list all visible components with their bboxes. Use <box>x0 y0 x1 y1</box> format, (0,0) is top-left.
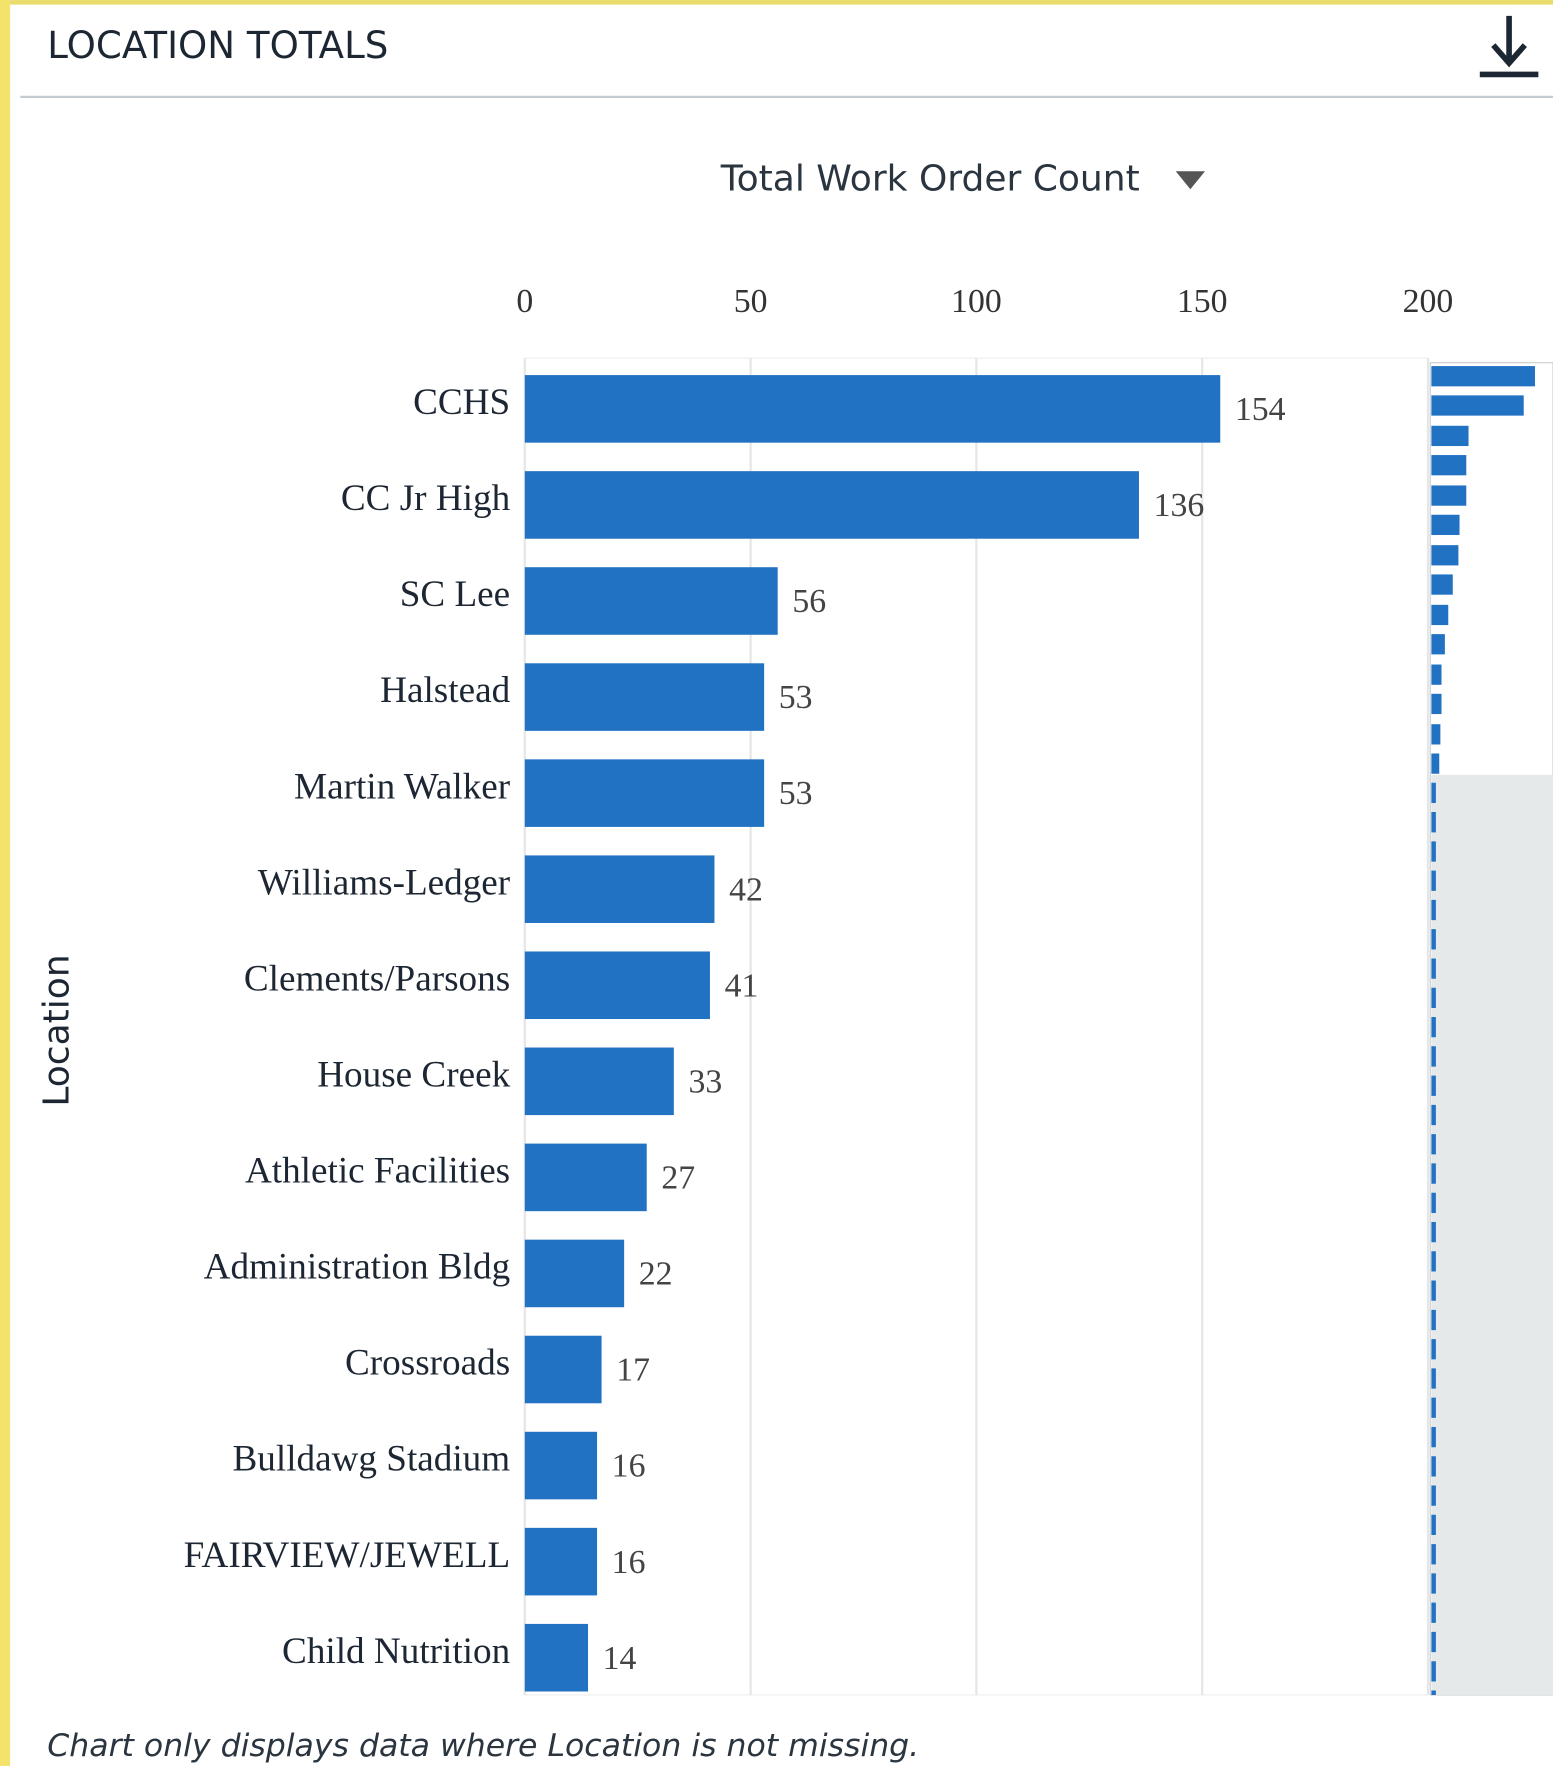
bar <box>524 1143 647 1212</box>
bar <box>524 951 710 1020</box>
x-tick-label: 150 <box>1177 283 1228 320</box>
category-label: FAIRVIEW/JEWELL <box>184 1535 511 1576</box>
x-tick-label: 200 <box>1403 283 1454 320</box>
value-label: 16 <box>612 1544 646 1581</box>
value-label: 27 <box>661 1160 695 1197</box>
category-label: Crossroads <box>345 1343 510 1384</box>
measure-label: Total Work Order Count <box>720 158 1140 199</box>
bar <box>524 375 1221 443</box>
value-label: 42 <box>729 871 763 908</box>
value-label: 22 <box>639 1256 673 1293</box>
category-label: Martin Walker <box>294 766 511 807</box>
x-tick-label: 0 <box>516 283 533 320</box>
category-label: Athletic Facilities <box>245 1151 510 1192</box>
panel-title: LOCATION TOTALS <box>47 24 388 67</box>
top-border <box>0 0 1553 5</box>
bar <box>524 1431 598 1500</box>
bar <box>524 471 1139 539</box>
x-tick-label: 50 <box>734 283 768 320</box>
value-label: 41 <box>725 967 759 1004</box>
y-axis-label: Location <box>37 954 78 1106</box>
category-label: Child Nutrition <box>282 1631 511 1672</box>
x-tick-label: 100 <box>951 283 1002 320</box>
value-label: 154 <box>1235 391 1286 428</box>
bar <box>524 759 765 827</box>
bar <box>524 1623 589 1692</box>
bar <box>524 1335 602 1404</box>
value-label: 17 <box>616 1352 650 1389</box>
value-label: 14 <box>603 1640 637 1677</box>
measure-dropdown[interactable]: Total Work Order Count <box>720 158 1206 199</box>
category-label: Halstead <box>380 670 510 711</box>
bar <box>524 663 765 731</box>
category-label: Bulldawg Stadium <box>233 1439 511 1480</box>
footnote: Chart only displays data where Location … <box>47 1728 919 1764</box>
bar <box>524 567 778 635</box>
value-label: 16 <box>612 1448 646 1485</box>
value-label: 53 <box>779 775 813 812</box>
bar <box>524 1047 674 1116</box>
bar <box>524 855 715 923</box>
value-label: 53 <box>779 679 813 716</box>
bar <box>524 1527 598 1596</box>
value-label: 56 <box>792 583 826 620</box>
category-label: Clements/Parsons <box>244 958 510 999</box>
category-label: CCHS <box>413 382 510 423</box>
download-button[interactable] <box>1479 15 1539 78</box>
dropdown-arrow <box>1175 171 1206 190</box>
overview <box>1429 362 1553 1696</box>
value-label: 33 <box>688 1063 722 1100</box>
bar <box>524 1239 625 1308</box>
category-label: House Creek <box>317 1054 510 1095</box>
category-label: SC Lee <box>400 574 510 615</box>
category-label: Administration Bldg <box>204 1247 511 1288</box>
category-label: CC Jr High <box>341 478 511 519</box>
value-label: 136 <box>1154 487 1205 524</box>
category-label: Williams-Ledger <box>258 862 511 903</box>
left-border <box>0 0 11 1766</box>
